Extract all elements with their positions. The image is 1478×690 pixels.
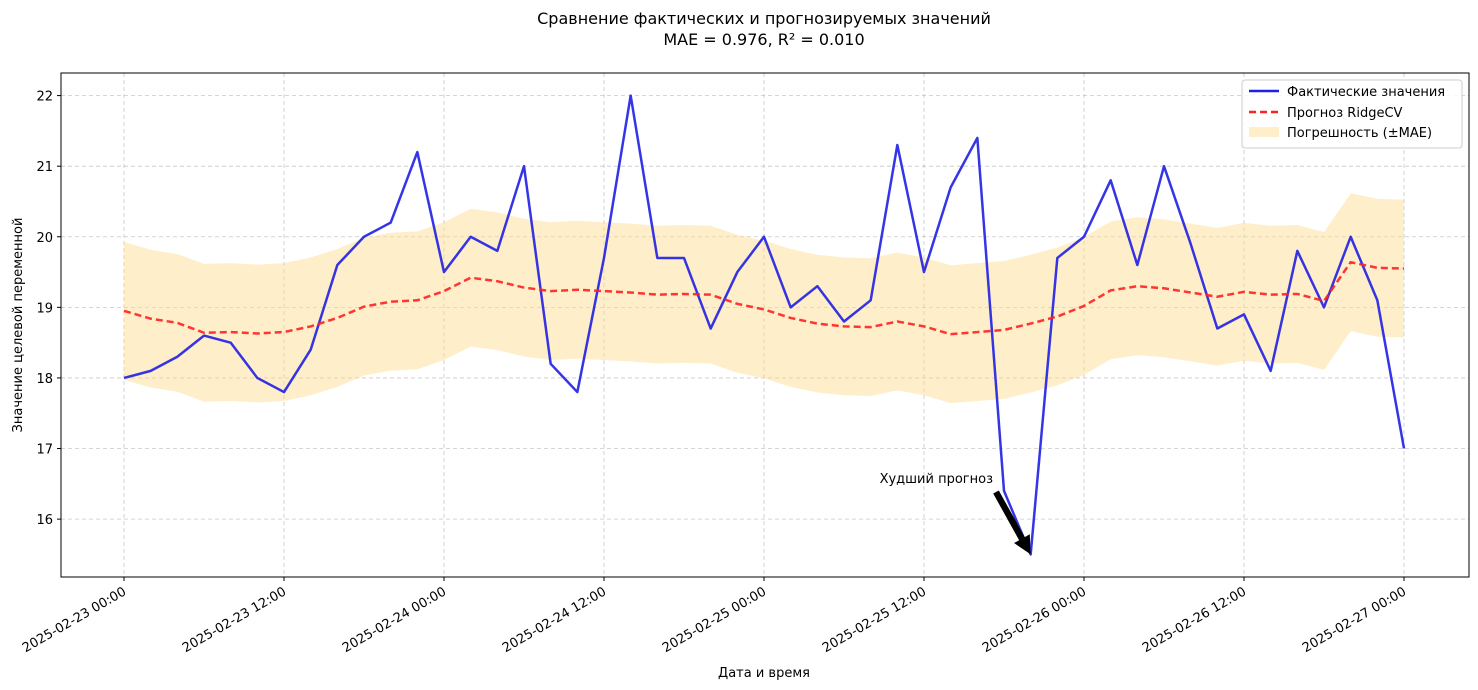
legend-swatch-error-band	[1249, 127, 1279, 137]
annotation-text: Худший прогноз	[880, 472, 994, 487]
forecast-line	[123, 260, 1405, 336]
x-tick-label: 2025-02-26 00:00	[980, 584, 1089, 656]
x-axis-ticks: 2025-02-23 00:00 2025-02-23 12:00 2025-02-…	[20, 577, 1409, 656]
series-lines	[123, 94, 1406, 556]
x-tick-label: 2025-02-24 12:00	[500, 584, 609, 656]
legend-label-actual: Фактические значения	[1287, 85, 1445, 100]
legend-box	[1241, 79, 1463, 149]
x-tick-label: 2025-02-25 12:00	[820, 584, 929, 656]
actual-values-line	[123, 94, 1406, 556]
y-tick-label: 21	[36, 160, 53, 175]
worst-forecast-annotation: Худший прогноз	[880, 472, 1031, 555]
plot-area-frame	[60, 72, 1470, 578]
y-axis-label: Значение целевой переменной	[11, 218, 26, 433]
legend-label-error-band: Погрешность (±MAE)	[1287, 126, 1432, 141]
y-tick-label: 22	[36, 90, 53, 105]
x-tick-label: 2025-02-27 00:00	[1300, 584, 1409, 656]
annotation-arrow	[993, 490, 1031, 555]
x-tick-label: 2025-02-25 00:00	[660, 584, 769, 656]
error-band	[124, 193, 1404, 404]
y-tick-label: 20	[36, 231, 53, 246]
legend-label-forecast: Прогноз RidgeCV	[1287, 106, 1403, 121]
subtitle: MAE = 0.976, R² = 0.010	[663, 30, 864, 49]
x-axis-label: Дата и время	[718, 666, 810, 681]
x-tick-label: 2025-02-26 12:00	[1140, 584, 1249, 656]
x-tick-label: 2025-02-23 00:00	[20, 584, 129, 656]
x-tick-label: 2025-02-24 00:00	[340, 584, 449, 656]
x-tick-label: 2025-02-23 12:00	[180, 584, 289, 656]
y-tick-label: 19	[36, 301, 53, 316]
chart-title: Сравнение фактических и прогнозируемых з…	[537, 9, 991, 49]
legend: Фактические значения Прогноз RidgeCV Пог…	[1241, 79, 1463, 149]
y-axis-ticks: 16 17 18 19 20 21 22	[36, 90, 61, 528]
y-tick-label: 16	[36, 513, 53, 528]
y-tick-label: 17	[36, 443, 53, 458]
title: Сравнение фактических и прогнозируемых з…	[537, 9, 991, 28]
error-band-area	[124, 193, 1404, 404]
y-tick-label: 18	[36, 372, 53, 387]
